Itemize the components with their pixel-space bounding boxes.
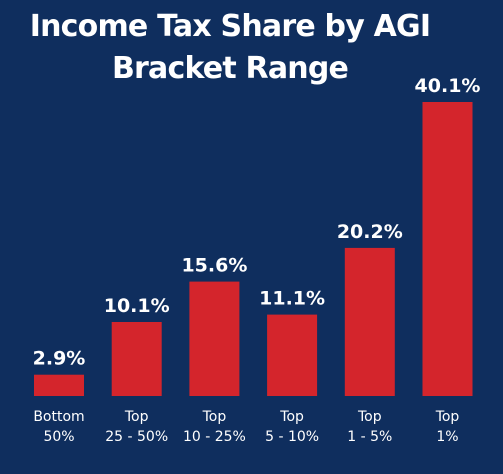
category-label-0-line-0: Bottom bbox=[33, 409, 84, 425]
category-label-5-line-1: 1% bbox=[436, 429, 458, 445]
value-label-4: 20.2% bbox=[337, 221, 403, 243]
value-label-5: 40.1% bbox=[415, 75, 481, 97]
bar-5 bbox=[422, 102, 473, 396]
value-label-0: 2.9% bbox=[33, 348, 86, 370]
bar-4 bbox=[344, 247, 395, 396]
category-label-4-line-0: Top bbox=[357, 409, 382, 425]
category-label-4-line-1: 1 - 5% bbox=[347, 429, 392, 445]
category-label-0-line-1: 50% bbox=[43, 429, 74, 445]
chart-title-line-2: Bracket Range bbox=[111, 51, 349, 86]
value-label-2: 15.6% bbox=[181, 255, 247, 277]
bar-2 bbox=[189, 281, 240, 396]
category-label-2-line-1: 10 - 25% bbox=[183, 429, 246, 445]
value-label-1: 10.1% bbox=[104, 295, 170, 317]
category-label-2-line-0: Top bbox=[202, 409, 227, 425]
chart-title-line-1: Income Tax Share by AGI bbox=[29, 9, 431, 44]
category-label-1-line-1: 25 - 50% bbox=[105, 429, 168, 445]
bar-1 bbox=[111, 322, 162, 396]
category-label-1-line-0: Top bbox=[124, 409, 149, 425]
category-label-3-line-1: 5 - 10% bbox=[265, 429, 319, 445]
category-label-5-line-0: Top bbox=[435, 409, 460, 425]
bar-3 bbox=[267, 314, 318, 396]
chart-title: Income Tax Share by AGI Bracket Range bbox=[0, 6, 460, 90]
bar-0 bbox=[34, 374, 84, 396]
value-label-3: 11.1% bbox=[259, 288, 325, 310]
category-label-3-line-0: Top bbox=[279, 409, 304, 425]
